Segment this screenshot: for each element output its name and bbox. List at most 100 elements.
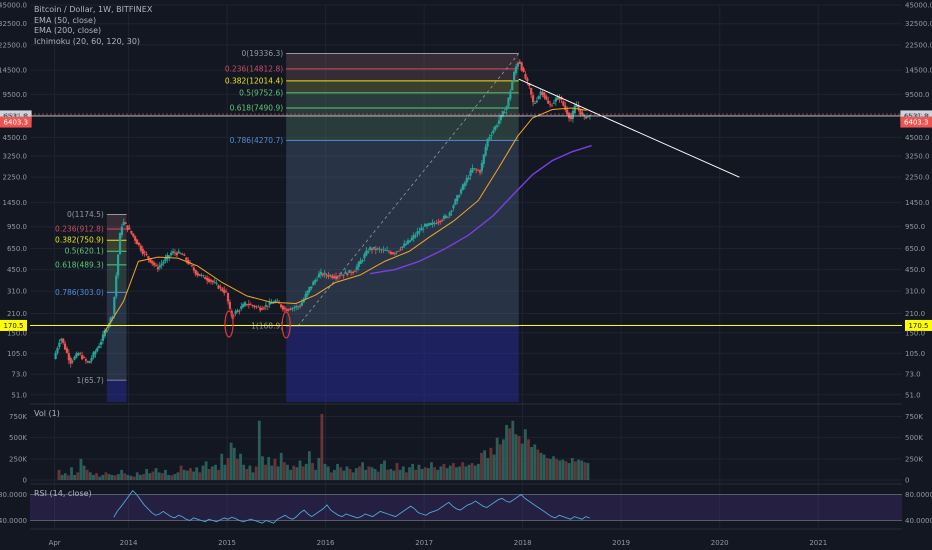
candle-body[interactable] [236,310,239,313]
volume-bar[interactable] [129,475,133,480]
volume-bar[interactable] [364,469,368,480]
candle-body[interactable] [329,275,332,277]
candle-body[interactable] [495,125,499,127]
candle-body[interactable] [92,352,95,358]
candle-body[interactable] [431,222,434,225]
candle-body[interactable] [338,275,341,277]
volume-bar[interactable] [261,456,264,480]
volume-bar[interactable] [88,472,92,480]
volume-bar[interactable] [508,428,512,480]
candle-body[interactable] [306,290,309,296]
candle-body[interactable] [312,281,315,286]
candle-body[interactable] [353,271,357,273]
candle-body[interactable] [391,252,394,255]
volume-bar[interactable] [101,474,105,480]
volume-bar[interactable] [342,470,346,480]
candle-body[interactable] [355,266,358,270]
volume-bar[interactable] [436,469,440,480]
candle-body[interactable] [281,305,285,310]
volume-bar[interactable] [445,468,449,480]
candle-body[interactable] [499,114,502,121]
candle-body[interactable] [243,302,247,306]
candle-body[interactable] [384,250,387,251]
volume-bar[interactable] [448,465,452,480]
candle-body[interactable] [297,306,300,308]
candle-body[interactable] [170,252,173,256]
candle-body[interactable] [213,281,216,283]
volume-bar[interactable] [292,465,296,480]
candle-body[interactable] [441,219,444,221]
candle-body[interactable] [526,78,529,82]
volume-bar[interactable] [354,468,358,480]
volume-bar[interactable] [138,474,142,480]
candle-body[interactable] [348,270,351,273]
candle-body[interactable] [249,304,252,306]
candle-body[interactable] [399,249,402,251]
candle-body[interactable] [547,100,550,104]
volume-bar[interactable] [151,471,155,480]
volume-bar[interactable] [304,463,308,480]
candle-body[interactable] [293,307,296,309]
candle-body[interactable] [149,258,152,263]
volume-bar[interactable] [420,468,424,480]
candle-body[interactable] [359,260,362,265]
candle-body[interactable] [562,101,565,106]
candle-body[interactable] [139,245,142,251]
volume-bar[interactable] [333,469,336,480]
volume-bar[interactable] [270,465,274,480]
volume-bar[interactable] [189,468,192,480]
candle-body[interactable] [317,273,321,278]
volume-bar[interactable] [239,453,242,480]
candle-body[interactable] [160,263,163,266]
candle-body[interactable] [406,240,410,244]
volume-bar[interactable] [60,474,64,480]
candle-body[interactable] [469,170,472,176]
candle-body[interactable] [120,226,123,235]
candle-body[interactable] [488,137,491,140]
candle-body[interactable] [524,73,527,79]
candle-body[interactable] [416,231,419,235]
candle-body[interactable] [463,182,466,187]
volume-bar[interactable] [351,472,355,480]
candle-body[interactable] [251,305,254,306]
candles[interactable] [54,59,592,368]
volume-bar[interactable] [567,463,571,480]
candle-body[interactable] [393,252,396,254]
candle-body[interactable] [486,139,489,147]
candle-body[interactable] [198,274,201,276]
candle-body[interactable] [207,278,211,283]
candle-body[interactable] [225,291,228,293]
candle-body[interactable] [429,223,432,226]
symbol-title[interactable]: Bitcoin / Dollar, 1W, BITFINEX [34,5,153,14]
candle-body[interactable] [145,253,148,256]
candle-body[interactable] [84,359,87,361]
candle-body[interactable] [528,83,531,87]
candle-body[interactable] [206,277,209,281]
candle-body[interactable] [117,254,120,276]
candle-body[interactable] [380,249,383,251]
candle-body[interactable] [60,338,63,341]
volume-bar[interactable] [220,453,224,480]
volume-bar[interactable] [489,447,493,480]
candle-body[interactable] [156,267,160,270]
volume-bar[interactable] [242,464,246,480]
rsi-panel-label[interactable]: RSI (14, close) [34,489,92,498]
volume-bar[interactable] [358,466,361,480]
candle-body[interactable] [276,300,279,302]
volume-bar[interactable] [398,469,402,480]
candle-body[interactable] [134,236,137,241]
candle-body[interactable] [65,348,69,353]
candle-body[interactable] [283,307,286,310]
volume-bar[interactable] [289,469,293,480]
volume-bar[interactable] [226,457,230,480]
volume-bar[interactable] [483,450,487,480]
candle-body[interactable] [585,116,588,119]
candle-body[interactable] [285,309,288,312]
volume-bar[interactable] [561,459,565,480]
volume-bar[interactable] [145,468,149,480]
candle-body[interactable] [427,223,430,226]
volume-bar[interactable] [464,466,468,480]
candle-body[interactable] [221,288,224,291]
volume-bar[interactable] [314,469,318,480]
